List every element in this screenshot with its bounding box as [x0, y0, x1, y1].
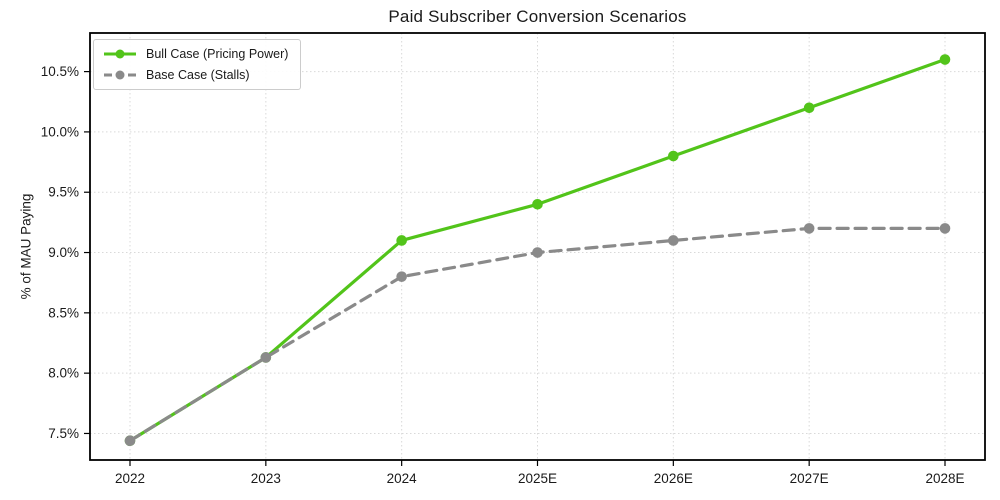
y-tick-label: 10.0% — [41, 124, 79, 139]
x-tick-label: 2028E — [925, 471, 964, 486]
legend-label-base-case: Base Case (Stalls) — [146, 68, 250, 82]
base-case-marker — [668, 235, 679, 246]
bull-case-line-sample-icon — [104, 49, 136, 59]
legend-label-bull-case: Bull Case (Pricing Power) — [146, 47, 289, 61]
base-case-marker — [260, 352, 272, 363]
chart-title: Paid Subscriber Conversion Scenarios — [388, 7, 687, 26]
y-tick-label: 7.5% — [48, 426, 79, 441]
x-tick-label: 2026E — [654, 471, 693, 486]
bull-case-marker — [396, 235, 407, 246]
y-tick-label: 9.0% — [48, 245, 79, 260]
legend-marker-base-icon — [115, 70, 125, 80]
x-tick-label: 2024 — [387, 471, 418, 486]
bull-case-marker — [803, 102, 815, 114]
base-case-marker — [939, 223, 951, 234]
x-tick-label: 2022 — [115, 471, 145, 486]
base-case-marker — [396, 271, 407, 282]
y-tick-label: 8.5% — [48, 305, 79, 320]
base-case-line-sample-icon — [104, 70, 136, 80]
plot-border — [89, 32, 986, 461]
bull-case-marker — [939, 54, 951, 65]
x-tick-label: 2023 — [251, 471, 281, 486]
legend-item-bull-case: Bull Case (Pricing Power) — [102, 46, 288, 62]
bull-case-marker — [668, 150, 679, 162]
base-case-line — [128, 226, 947, 443]
base-case-marker — [124, 435, 136, 447]
legend: Bull Case (Pricing Power) Base Case (Sta… — [93, 39, 302, 90]
y-tick-label: 10.5% — [41, 64, 79, 79]
bull-case-marker — [532, 198, 543, 210]
base-case-marker — [803, 223, 815, 234]
x-tick-label: 2027E — [790, 471, 829, 486]
x-tick-label: 2025E — [518, 471, 557, 486]
legend-item-base-case: Base Case (Stalls) — [102, 67, 288, 83]
y-tick-label: 8.0% — [48, 366, 79, 381]
legend-marker-bull-icon — [115, 49, 125, 59]
base-case-marker — [532, 247, 543, 258]
y-tick-label: 9.5% — [48, 185, 79, 200]
